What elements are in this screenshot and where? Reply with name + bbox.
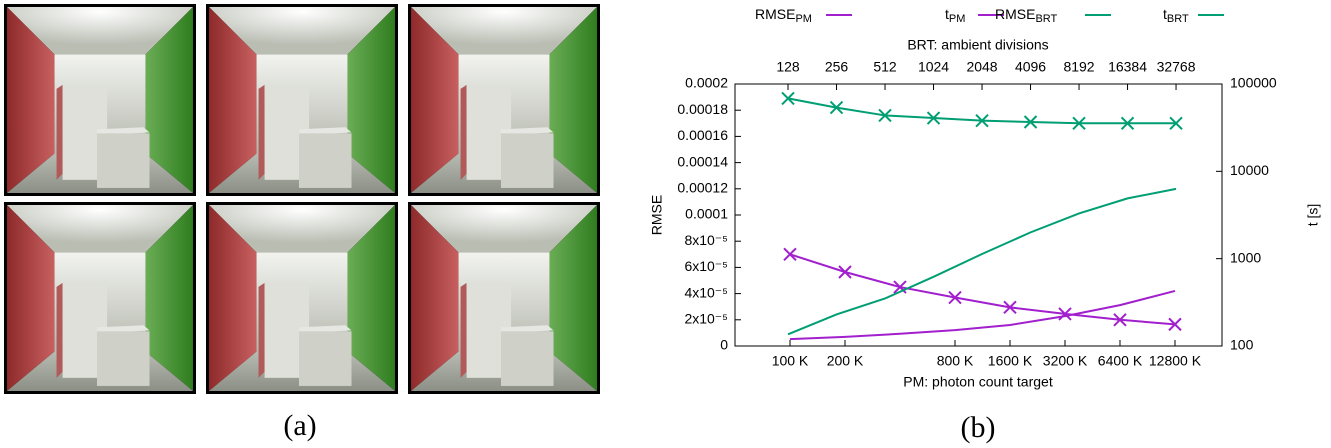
- x2-axis-title: BRT: ambient divisions: [907, 37, 1048, 53]
- x-tick-label: 6400 K: [1098, 353, 1143, 369]
- y-axis-title: RMSE: [649, 195, 665, 235]
- legend-label: RMSEBRT: [995, 6, 1058, 25]
- panel-label: (b): [961, 411, 996, 444]
- figure-canvas: (a) (b) BRT: ambient divisions PM: photo…: [0, 0, 1331, 448]
- y2-tick-label: 100: [1230, 337, 1254, 353]
- y-tick-label: 0.00012: [677, 180, 728, 196]
- series-line: [790, 291, 1175, 339]
- x2-tick-label: 256: [825, 59, 849, 75]
- x2-tick-label: 32768: [1157, 59, 1196, 75]
- x2-tick-label: 1024: [918, 59, 949, 75]
- x2-tick-label: 16384: [1108, 59, 1147, 75]
- panel-label: (a): [283, 409, 316, 442]
- data-point: [784, 248, 796, 260]
- x2-tick-label: 8192: [1063, 59, 1094, 75]
- legend-subscript: PM: [795, 13, 812, 25]
- x2-tick-label: 4096: [1015, 59, 1046, 75]
- y-tick-label: 6x10⁻⁵: [684, 258, 728, 274]
- x2-tick-label: 512: [873, 59, 897, 75]
- render-image: [4, 4, 196, 196]
- y2-tick-label: 10000: [1230, 162, 1269, 178]
- y-tick-label: 0: [720, 337, 728, 353]
- legend-subscript: BRT: [1167, 13, 1189, 25]
- x-tick-label: 1600 K: [988, 353, 1033, 369]
- x2-tick-label: 2048: [966, 59, 997, 75]
- x-tick-label: 800 K: [937, 353, 974, 369]
- legend-name: RMSE: [755, 6, 795, 22]
- render-image: [408, 4, 600, 196]
- y2-tick-label: 1000: [1230, 249, 1261, 265]
- x-tick-label: 3200 K: [1043, 353, 1088, 369]
- y-tick-label: 2x10⁻⁵: [684, 311, 728, 327]
- figure: (a) (b) BRT: ambient divisions PM: photo…: [0, 0, 1331, 448]
- legend-label: tBRT: [1163, 6, 1189, 25]
- legend-name: RMSE: [995, 6, 1035, 22]
- x-axis-title: PM: photon count target: [903, 374, 1053, 390]
- x-tick-label: 200 K: [827, 353, 864, 369]
- y-tick-label: 4x10⁻⁵: [684, 284, 728, 300]
- legend-label: RMSEPM: [755, 6, 812, 25]
- x-tick-label: 100 K: [772, 353, 809, 369]
- y-tick-label: 8x10⁻⁵: [684, 232, 728, 248]
- y-tick-label: 0.00014: [677, 153, 728, 169]
- render-image: [206, 202, 398, 394]
- series-line: [788, 189, 1176, 334]
- y2-tick-label: 100000: [1230, 75, 1277, 91]
- y-tick-label: 0.0001: [685, 206, 728, 222]
- series-line: [790, 254, 1175, 324]
- x2-tick-label: 128: [776, 59, 800, 75]
- legend-subscript: BRT: [1035, 13, 1057, 25]
- render-thumbnails: [4, 4, 600, 394]
- render-image: [206, 4, 398, 196]
- y-tick-label: 0.00018: [677, 101, 728, 117]
- y2-axis-title: t [s]: [1305, 204, 1321, 227]
- x-tick-label: 12800 K: [1149, 353, 1202, 369]
- y-tick-label: 0.0002: [685, 75, 728, 91]
- render-image: [408, 202, 600, 394]
- y-tick-label: 0.00016: [677, 127, 728, 143]
- legend-subscript: PM: [949, 13, 966, 25]
- legend-label: tPM: [945, 6, 965, 25]
- render-image: [4, 202, 196, 394]
- data-point: [839, 266, 851, 278]
